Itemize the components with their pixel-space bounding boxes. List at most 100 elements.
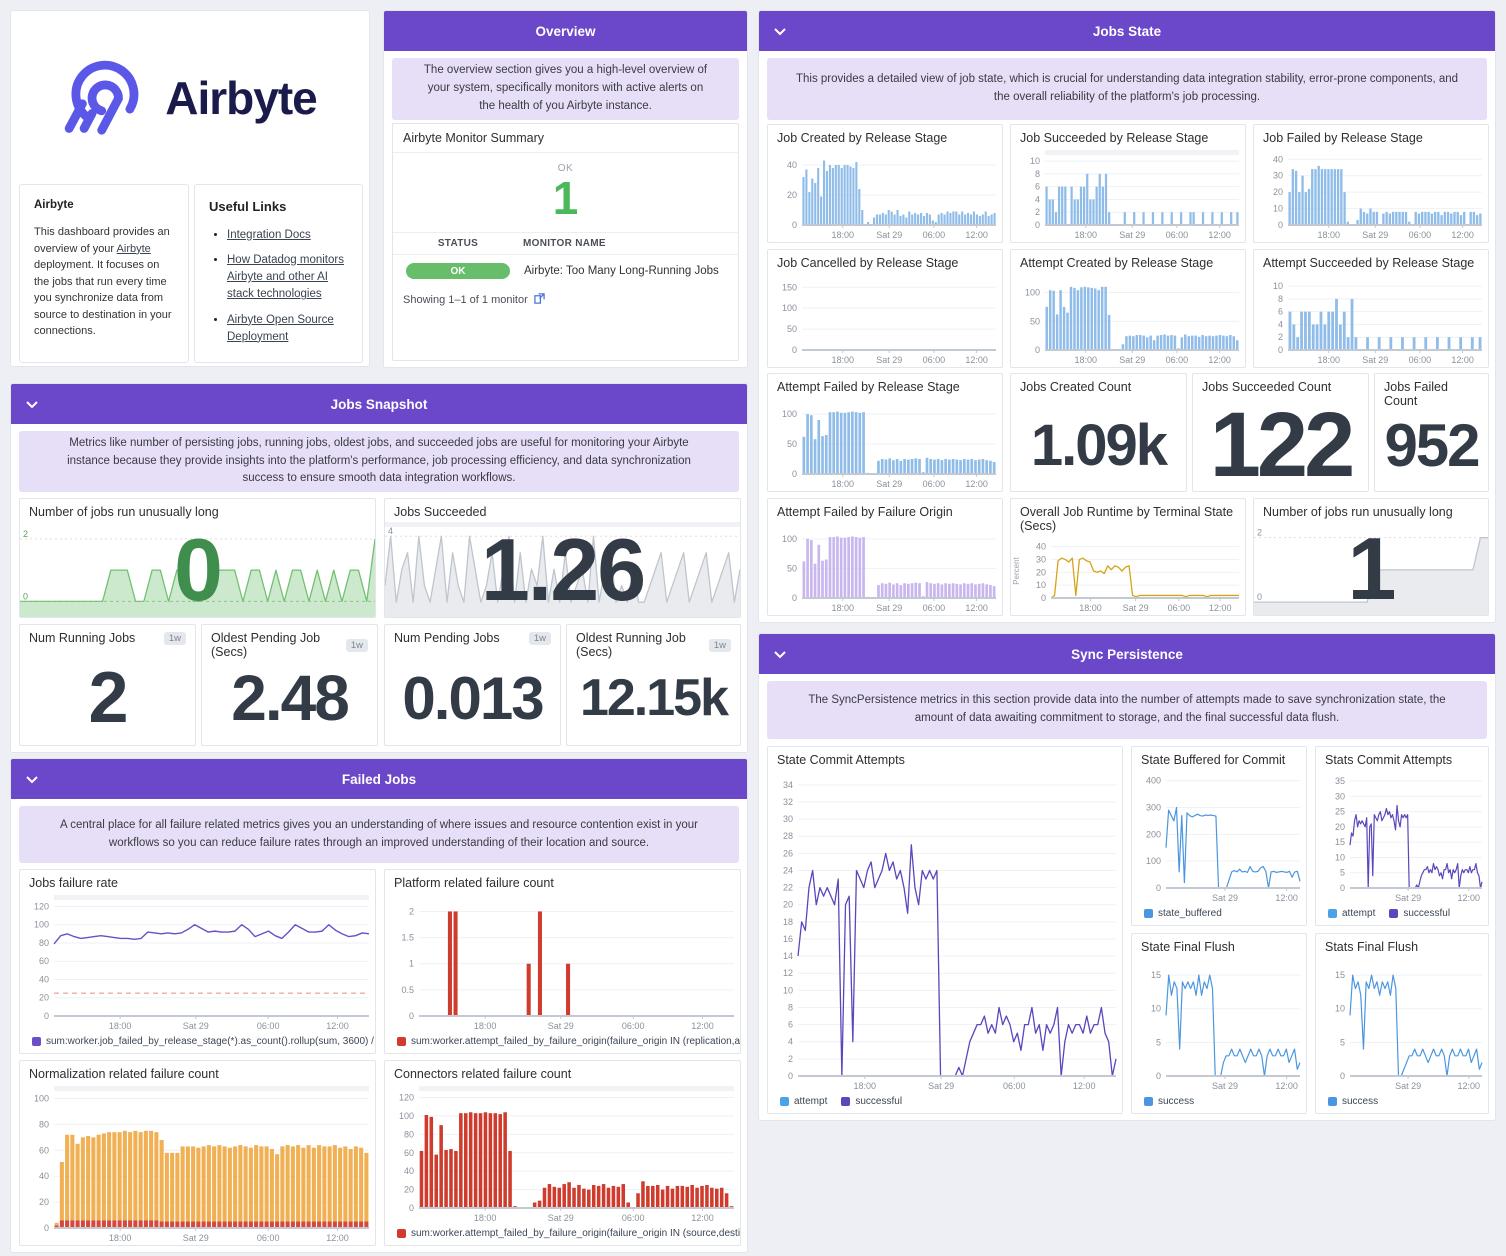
chart-title: Attempt Succeeded by Release Stage: [1263, 256, 1475, 270]
sync-persistence-section: Sync Persistence The SyncPersistence met…: [758, 633, 1496, 1121]
chart-title: State Commit Attempts: [777, 753, 905, 767]
svg-text:8: 8: [788, 1002, 793, 1012]
chart-state-final-flush: State Final Flush 0 5 10 15 Sat 29 12:00 succ…: [1131, 933, 1307, 1114]
chevron-down-icon[interactable]: [773, 647, 787, 662]
chart-platform-failure: Platform related failure count 0 0.5 1 1.5 2…: [384, 869, 741, 1054]
chevron-down-icon[interactable]: [25, 397, 39, 412]
monitor-ok-count: 1: [552, 172, 579, 224]
num-pending-jobs-card[interactable]: Num Pending Jobs 1w 0.013: [384, 624, 561, 746]
svg-text:10: 10: [1335, 1004, 1345, 1014]
svg-text:06:00: 06:00: [622, 1021, 645, 1031]
overall-runtime-chart[interactable]: 0 10 20 30 40 18:00 Sat 29 06:00 12:00 Percent: [1011, 536, 1245, 615]
num-running-jobs-card[interactable]: Num Running Jobs 1w 2: [19, 624, 196, 746]
chevron-down-icon[interactable]: [773, 24, 787, 39]
jobs-snapshot-header[interactable]: Jobs Snapshot: [11, 384, 747, 424]
state-buffered-chart[interactable]: 0 100 200 300 400 Sat 29 12:00: [1132, 770, 1306, 905]
oldest-pending-job-card[interactable]: Oldest Pending Job (Secs) 1w 2.48: [201, 624, 378, 746]
attempt-failed-chart[interactable]: 0 50 100 18:00 Sat 29 06:00 12:00: [768, 397, 1002, 491]
job-cancelled-chart[interactable]: 0 50 100 150 18:00 Sat 29 06:00 12:00: [768, 273, 1002, 367]
platform-failure-chart[interactable]: 0 0.5 1 1.5 2 18:00 Sat 29 06:00 12:00: [385, 893, 740, 1033]
jobs-succeeded-area-chart[interactable]: 04 1.26: [385, 520, 740, 617]
normalization-failure-chart[interactable]: 0 20 40 60 80 100 18:00 Sat 29 06:00 12:00: [20, 1084, 375, 1245]
svg-text:40: 40: [404, 1166, 414, 1176]
svg-text:0: 0: [1041, 593, 1046, 603]
state-commit-chart[interactable]: 0 2 4 6 8 10 12 14 16 18 20 22 24 26 28 30 32 34 18:00 Sat …: [768, 770, 1122, 1093]
oldest-running-job-card[interactable]: Oldest Running Job (Secs) 1w 12.15k: [566, 624, 741, 746]
about-text: This dashboard provides an overview of y…: [34, 226, 170, 255]
stats-final-flush-chart[interactable]: 0 5 10 15 Sat 29 12:00: [1316, 957, 1488, 1093]
svg-text:16: 16: [783, 934, 793, 944]
jobs-created-count-card[interactable]: Jobs Created Count 1.09k: [1010, 373, 1187, 492]
airbyte-inline-link[interactable]: Airbyte: [116, 242, 151, 255]
chart-title: Overall Job Runtime by Terminal State (S…: [1020, 505, 1234, 533]
svg-text:0: 0: [1340, 883, 1345, 893]
jobs-failure-rate-chart[interactable]: 0 20 40 60 80 100 120 18:00 Sat 29 06:00 12:00: [20, 893, 375, 1033]
about-card: Airbyte This dashboard provides an overv…: [19, 184, 189, 363]
svg-text:10: 10: [1030, 156, 1040, 166]
link-datadog-monitors[interactable]: How Datadog monitors Airbyte and other A…: [227, 253, 344, 301]
overview-header[interactable]: Overview: [384, 11, 747, 51]
svg-text:50: 50: [787, 563, 797, 573]
svg-text:0: 0: [792, 593, 797, 603]
jobs-created-count-value: 1.09k: [1030, 413, 1168, 478]
svg-text:Percent: Percent: [1012, 556, 1021, 584]
stats-commit-chart[interactable]: 0 5 10 15 20 25 30 35 Sat 29 12:00: [1316, 770, 1488, 905]
card-title: Num Pending Jobs: [394, 631, 500, 645]
job-created-chart[interactable]: 0 20 40 18:00 Sat 29 06:00 12:00: [768, 148, 1002, 242]
jobs-state-header[interactable]: Jobs State: [759, 11, 1495, 51]
chart-attempt-created: Attempt Created by Release Stage 0 50 100 1…: [1010, 249, 1246, 368]
jobs-succeeded-count-card[interactable]: Jobs Succeeded Count 122: [1192, 373, 1369, 492]
svg-text:0: 0: [409, 1203, 414, 1213]
chart-job-succeeded-rs: Job Succeeded by Release Stage 0 2 4 6 8 10 18…: [1010, 124, 1246, 243]
chart-title: State Final Flush: [1141, 940, 1235, 954]
svg-text:60: 60: [404, 1148, 414, 1158]
job-failed-chart[interactable]: 0 10 20 30 40 18:00 Sat 29 06:00 12:00: [1254, 148, 1488, 242]
svg-text:06:00: 06:00: [257, 1021, 280, 1031]
num-running-value: 2: [88, 658, 128, 738]
svg-text:0: 0: [1035, 220, 1040, 230]
svg-text:0: 0: [1278, 345, 1283, 355]
svg-text:18:00: 18:00: [109, 1233, 132, 1243]
svg-text:12:00: 12:00: [1451, 230, 1474, 240]
svg-text:18:00: 18:00: [1317, 355, 1340, 365]
svg-text:0: 0: [23, 591, 28, 601]
failed-jobs-section: Failed Jobs A central place for all fail…: [10, 758, 748, 1253]
svg-text:Sat 29: Sat 29: [876, 479, 902, 489]
monitor-row[interactable]: OK Airbyte: Too Many Long-Running Jobs: [393, 255, 738, 283]
svg-text:0: 0: [1156, 1071, 1161, 1081]
svg-text:10: 10: [1273, 204, 1283, 214]
svg-text:Sat 29: Sat 29: [183, 1233, 209, 1243]
connectors-failure-chart[interactable]: 0 20 40 60 80 100 120 18:00 Sat 29 06:00 12:00: [385, 1084, 740, 1225]
airbyte-wordmark: Airbyte: [165, 71, 317, 124]
chart-title: Platform related failure count: [394, 876, 554, 890]
svg-text:300: 300: [1146, 803, 1161, 813]
svg-text:12:00: 12:00: [1073, 1081, 1096, 1091]
chart-job-cancelled: Job Cancelled by Release Stage 0 50 100 150…: [767, 249, 1003, 368]
chart-overall-runtime: Overall Job Runtime by Terminal State (S…: [1010, 498, 1246, 616]
jobs-state-title: Jobs State: [1092, 23, 1162, 39]
failed-jobs-header[interactable]: Failed Jobs: [11, 759, 747, 799]
chart-state-buffered: State Buffered for Commit 0 100 200 300 400 S…: [1131, 746, 1307, 926]
jobs-failed-count-card[interactable]: Jobs Failed Count 952: [1374, 373, 1489, 492]
attempt-succeeded-chart[interactable]: 0 2 4 6 8 10 18:00 Sat 29 06:00 12:00: [1254, 273, 1488, 367]
chevron-down-icon[interactable]: [25, 772, 39, 787]
chart-title: Number of jobs run unusually long: [29, 505, 219, 519]
svg-text:100: 100: [34, 920, 49, 930]
attempt-created-chart[interactable]: 0 50 100 18:00 Sat 29 06:00 12:00: [1011, 273, 1245, 367]
sync-persistence-header[interactable]: Sync Persistence: [759, 634, 1495, 674]
state-final-flush-chart[interactable]: 0 5 10 15 Sat 29 12:00: [1132, 957, 1306, 1093]
attempt-failed-origin-chart[interactable]: 0 50 100 18:00 Sat 29 06:00 12:00: [768, 522, 1002, 615]
card-title: Jobs Created Count: [1020, 380, 1132, 394]
svg-text:0: 0: [792, 220, 797, 230]
chart-title: Attempt Created by Release Stage: [1020, 256, 1214, 270]
link-open-source-deployment[interactable]: Airbyte Open Source Deployment: [227, 313, 334, 343]
list-item: Integration Docs: [227, 227, 348, 244]
col-monitor-name: MONITOR NAME: [523, 238, 606, 250]
job-succeeded-chart[interactable]: 0 2 4 6 8 10 18:00 Sat 29 06:00 12:00: [1011, 148, 1245, 242]
link-integration-docs[interactable]: Integration Docs: [227, 228, 311, 241]
card-title: Oldest Pending Job (Secs): [211, 631, 321, 659]
monitor-name[interactable]: Airbyte: Too Many Long-Running Jobs: [524, 265, 719, 278]
external-link-icon[interactable]: [534, 293, 545, 307]
